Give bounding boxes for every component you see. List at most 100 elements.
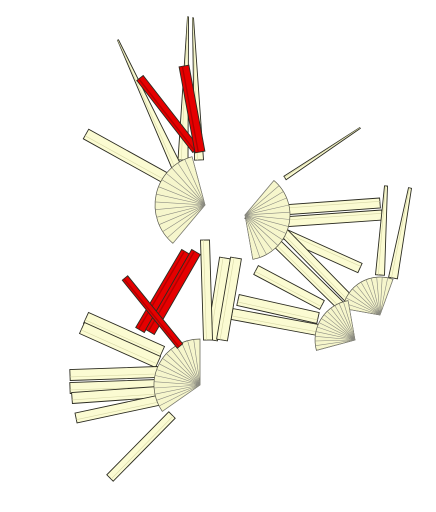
hub-middle-right-ray [347,300,356,341]
hub-middle-right-ray [317,326,356,341]
hub-lower-left-ray [159,363,201,386]
hub-far-right-ray [345,297,381,316]
hub-lower-left-ray [181,342,201,386]
hub-lower-left-ray [156,384,201,401]
hub-upper-left-ray [156,204,206,218]
rod-far-right-vert-a-shade [378,185,386,275]
rod-right-b-shade [281,213,382,221]
rod-lower-left-h-d-shade [76,401,161,420]
hub-lower-left-ray [162,358,201,386]
rod-layer [69,16,413,482]
hub-upper-left-ray [156,193,206,206]
hub-middle-right-ray [315,336,356,341]
hub-middle-right-ray [315,331,356,341]
rod-lower-diag-bottom [106,411,176,482]
hub-middle-right-ray [321,318,356,341]
hub-upper-left-ray [158,204,206,225]
hub-upper-left-ray [191,156,206,206]
hub-far-right-ray [343,302,381,316]
hub-lower-left-ray [154,381,201,386]
hub-lower-left-ray [154,375,201,386]
hub-center-right-ray [244,214,283,241]
hub-upper-left-ray [155,204,206,210]
hub-middle-right-ray [338,303,356,341]
hub-far-right-ray [348,292,381,316]
rod-lower-left-a-shade [84,319,162,355]
rod-thin-diagonal-shade [284,127,361,178]
hub-middle-right-ray [315,339,356,346]
hub-upper-left [154,156,206,244]
hub-middle-right-ray [330,307,356,341]
hub-middle-right-ray [316,339,356,351]
hub-lower-left-sector [153,338,201,412]
rod-far-right-vert-a [375,185,388,276]
hub-lower-left-ray [156,369,201,386]
hub-lower-left-ray [175,345,201,386]
rod-mid-left-a [236,294,320,324]
hub-upper-left-ray [166,173,206,206]
rod-lower-vert-b-shade [219,257,235,340]
hub-upper-left-ray [161,179,206,206]
rod-left-horizontal-shade [84,135,178,187]
highlighted-rod-lower-c [121,275,184,349]
rod-far-right-vert-b [388,187,413,280]
rod-lower-left-b-shade [80,329,158,365]
rod-lower-diag-bottom-shade [110,415,174,480]
hub-upper-left-ray [155,201,206,206]
rod-mid-left-a-shade [237,301,318,321]
hub-lower-left-ray [170,349,201,386]
rod-lower-left-h-a [69,366,159,381]
rod-lower-left-h-c-shade [72,393,159,401]
rod-lower-left-h-a-shade [70,373,159,378]
hub-center-right-ray [244,197,287,216]
rod-lower-vert-c-shade [203,239,207,341]
hub-center-right-ray [244,214,261,258]
hub-middle-right-ray [314,339,356,342]
hub-center-right-ray [244,214,254,260]
hub-center-right-ray [244,214,267,255]
highlighted-rod-upper-diag-shade [138,78,196,152]
rod-lower-vert-b [216,256,242,342]
hub-lower-left-ray [154,384,201,389]
hub-upper-left-ray [162,204,206,232]
hub-center-right-ray [244,214,287,234]
hub-middle-right-ray [323,314,356,341]
hub-center-right-ray [244,214,290,220]
hub-upper-left-ray [167,204,206,239]
hub-far-right-ray [360,281,381,316]
hub-center-right [244,180,291,260]
hub-lower-left-ray [187,340,201,386]
hub-lower-left-ray [193,339,201,386]
hub-center-right-ray [244,214,273,251]
hub-center-right-ray [244,211,290,216]
highlighted-rod-layer [121,64,206,349]
hub-far-right-ray [356,285,381,316]
hub-far-right-ray [352,288,381,316]
hub-center-right-ray [244,214,279,246]
hub-upper-left-ray [158,186,206,206]
hub-far-right-ray [376,277,381,316]
highlighted-rod-lower-c-shade [123,278,180,348]
hub-center-right-ray [244,180,275,216]
hub-middle-right-ray [343,301,356,341]
rod-thin-diagonal [283,126,361,181]
hub-upper-left-ray [172,204,206,244]
hub-fan-layer [153,156,394,412]
highlighted-rod-lower-a-shade [137,250,186,330]
hub-upper-left-ray [171,167,206,206]
hub-lower-left [153,338,201,412]
hub-center-right-ray [244,214,289,227]
rod-mid-left-b-shade [231,315,318,333]
hub-center-right-ray [244,185,280,216]
hub-far-right-ray [379,277,388,316]
hub-far-right [342,276,394,316]
rod-right-a-shade [281,201,380,209]
rod-mid-upper-shade [255,271,322,307]
hub-far-right-ray [379,277,383,316]
hub-center-right-ray [244,191,284,216]
hub-far-right-sector [342,276,394,316]
rod-upper-left-tall-shade [117,39,177,171]
hub-lower-left-ray [158,384,201,407]
hub-lower-left-ray [154,384,201,395]
